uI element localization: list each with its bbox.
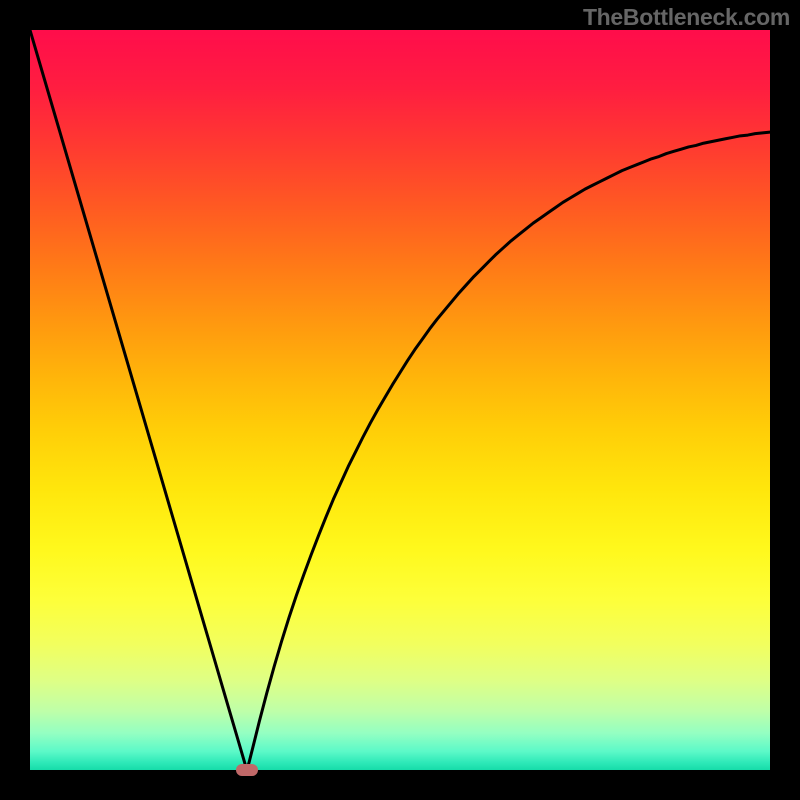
frame-border	[0, 0, 30, 800]
chart-background	[30, 30, 770, 770]
frame-border	[770, 0, 800, 800]
chart-stage: TheBottleneck.com	[0, 0, 800, 800]
frame-border	[0, 770, 800, 800]
chart-svg	[0, 0, 800, 800]
minimum-marker	[236, 764, 258, 776]
watermark-text: TheBottleneck.com	[583, 4, 790, 31]
